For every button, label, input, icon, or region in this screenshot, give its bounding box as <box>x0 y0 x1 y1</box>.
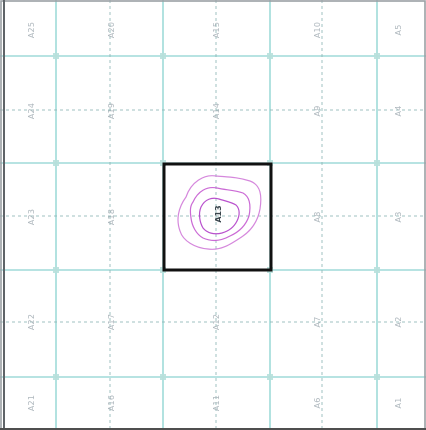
label-a8: A8 <box>313 212 322 223</box>
label-a21: A21 <box>27 395 36 411</box>
label-a5: A5 <box>394 25 403 36</box>
label-a9: A9 <box>313 106 322 117</box>
tick-marker <box>374 374 380 380</box>
label-a17: A17 <box>107 314 116 330</box>
label-a22: A22 <box>27 314 36 330</box>
label-a14: A14 <box>212 103 221 119</box>
label-a13: A13 <box>214 205 223 222</box>
tick-marker <box>53 267 59 273</box>
label-a7: A7 <box>313 317 322 328</box>
label-a1: A1 <box>394 398 403 409</box>
label-a4: A4 <box>394 106 403 117</box>
label-a11: A11 <box>212 395 221 411</box>
label-a12: A12 <box>212 314 221 330</box>
tick-marker <box>374 267 380 273</box>
selected-map-tile[interactable] <box>162 162 273 272</box>
contour-line-outer <box>177 175 262 250</box>
selected-tile-contours <box>177 175 262 250</box>
label-a10: A10 <box>313 22 322 38</box>
tick-marker <box>160 53 166 59</box>
contour-line-middle <box>189 186 251 242</box>
label-a3: A3 <box>394 212 403 223</box>
tick-marker <box>267 53 273 59</box>
tick-marker <box>374 160 380 166</box>
label-a19: A19 <box>107 103 116 119</box>
tick-marker <box>267 374 273 380</box>
label-a24: A24 <box>27 103 36 119</box>
label-a2: A2 <box>394 317 403 328</box>
label-a18: A18 <box>107 209 116 225</box>
label-a20: A20 <box>107 22 116 38</box>
tick-marker <box>160 374 166 380</box>
label-a23: A23 <box>27 209 36 225</box>
tick-marker <box>53 160 59 166</box>
map-labels: A25 A20 A15 A10 A5 A24 A19 A14 A9 A4 A23… <box>27 22 403 411</box>
tick-marker <box>374 53 380 59</box>
label-a25: A25 <box>27 22 36 38</box>
tick-marker <box>53 53 59 59</box>
tick-marker <box>53 374 59 380</box>
label-a6: A6 <box>313 398 322 409</box>
label-a16: A16 <box>107 395 116 411</box>
contour-line-inner <box>198 197 240 235</box>
label-a15: A15 <box>212 22 221 38</box>
